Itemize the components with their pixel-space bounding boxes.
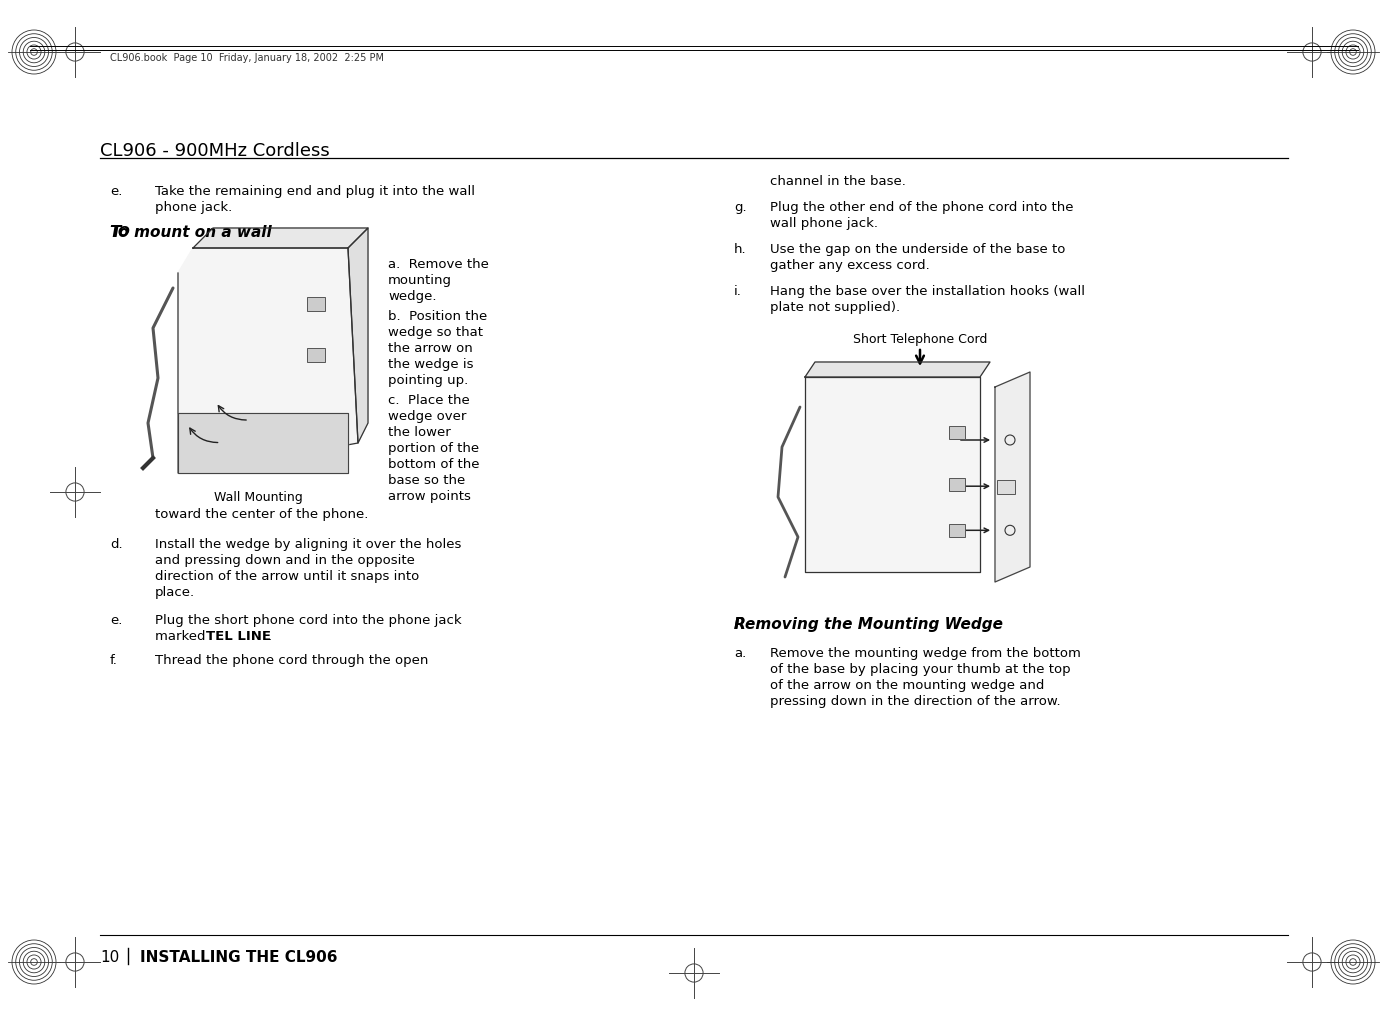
FancyBboxPatch shape	[949, 425, 965, 439]
Text: pointing up.: pointing up.	[389, 374, 468, 387]
Text: gather any excess cord.: gather any excess cord.	[770, 259, 930, 272]
Text: e.: e.	[110, 614, 122, 627]
Text: Install the wedge by aligning it over the holes: Install the wedge by aligning it over th…	[155, 538, 461, 551]
Text: the arrow on: the arrow on	[389, 342, 473, 355]
FancyBboxPatch shape	[997, 480, 1015, 494]
Polygon shape	[995, 372, 1030, 582]
FancyBboxPatch shape	[307, 348, 325, 363]
Text: bottom of the: bottom of the	[389, 458, 479, 471]
Text: plate not supplied).: plate not supplied).	[770, 301, 901, 314]
Text: of the base by placing your thumb at the top: of the base by placing your thumb at the…	[770, 663, 1070, 676]
Text: wedge so that: wedge so that	[389, 326, 483, 339]
Text: Plug the short phone cord into the phone jack: Plug the short phone cord into the phone…	[155, 614, 462, 627]
Text: toward the center of the phone.: toward the center of the phone.	[155, 508, 368, 521]
Text: of the arrow on the mounting wedge and: of the arrow on the mounting wedge and	[770, 679, 1044, 692]
Text: Short Telephone Cord: Short Telephone Cord	[852, 333, 987, 346]
Text: and pressing down and in the opposite: and pressing down and in the opposite	[155, 554, 415, 567]
Text: a.: a.	[734, 647, 747, 660]
Text: To mount on a wall: To mount on a wall	[110, 225, 272, 240]
Polygon shape	[805, 362, 990, 377]
Text: Remove the mounting wedge from the bottom: Remove the mounting wedge from the botto…	[770, 647, 1081, 660]
FancyBboxPatch shape	[949, 524, 965, 537]
Text: arrow points: arrow points	[389, 490, 471, 503]
Text: Hang the base over the installation hooks (wall: Hang the base over the installation hook…	[770, 285, 1085, 298]
Polygon shape	[805, 377, 980, 572]
Text: place.: place.	[155, 586, 196, 599]
Text: T: T	[110, 225, 121, 240]
Text: Thread the phone cord through the open: Thread the phone cord through the open	[155, 654, 429, 667]
Text: c.  Place the: c. Place the	[389, 394, 469, 407]
Text: INSTALLING THE CL906: INSTALLING THE CL906	[140, 950, 337, 965]
Text: R: R	[734, 617, 745, 632]
Text: i.: i.	[734, 285, 741, 298]
Text: Removing the Mounting Wedge: Removing the Mounting Wedge	[734, 617, 1004, 632]
Polygon shape	[193, 228, 368, 248]
Text: Use the gap on the underside of the base to: Use the gap on the underside of the base…	[770, 243, 1066, 256]
Text: wall phone jack.: wall phone jack.	[770, 217, 879, 230]
Text: a.  Remove the: a. Remove the	[389, 258, 489, 271]
FancyBboxPatch shape	[949, 478, 965, 491]
Text: mounting: mounting	[389, 274, 452, 287]
Text: d.: d.	[110, 538, 122, 551]
Text: channel in the base.: channel in the base.	[770, 175, 906, 188]
Text: portion of the: portion of the	[389, 442, 479, 455]
Text: CL906.book  Page 10  Friday, January 18, 2002  2:25 PM: CL906.book Page 10 Friday, January 18, 2…	[110, 53, 384, 63]
FancyBboxPatch shape	[307, 297, 325, 311]
Text: marked: marked	[155, 630, 210, 643]
Text: e.: e.	[110, 185, 122, 198]
Text: .: .	[268, 630, 272, 643]
Text: wedge.: wedge.	[389, 290, 436, 303]
Text: CL906 - 900MHz Cordless: CL906 - 900MHz Cordless	[100, 142, 330, 160]
Text: 10: 10	[100, 950, 119, 965]
Polygon shape	[348, 228, 368, 443]
Text: wedge over: wedge over	[389, 410, 466, 423]
Text: the lower: the lower	[389, 426, 451, 439]
Text: phone jack.: phone jack.	[155, 201, 232, 214]
Text: Wall Mounting: Wall Mounting	[214, 491, 303, 504]
Polygon shape	[178, 413, 348, 473]
Text: g.: g.	[734, 201, 747, 214]
Text: the wedge is: the wedge is	[389, 358, 473, 371]
Text: O: O	[118, 225, 129, 239]
Text: h.: h.	[734, 243, 747, 256]
Text: b.  Position the: b. Position the	[389, 310, 487, 323]
Text: direction of the arrow until it snaps into: direction of the arrow until it snaps in…	[155, 570, 419, 583]
Text: Take the remaining end and plug it into the wall: Take the remaining end and plug it into …	[155, 185, 475, 198]
Polygon shape	[178, 248, 358, 473]
Text: pressing down in the direction of the arrow.: pressing down in the direction of the ar…	[770, 695, 1060, 708]
Text: Plug the other end of the phone cord into the: Plug the other end of the phone cord int…	[770, 201, 1073, 214]
Text: TEL LINE: TEL LINE	[205, 630, 271, 643]
Text: f.: f.	[110, 654, 118, 667]
Text: base so the: base so the	[389, 474, 465, 487]
